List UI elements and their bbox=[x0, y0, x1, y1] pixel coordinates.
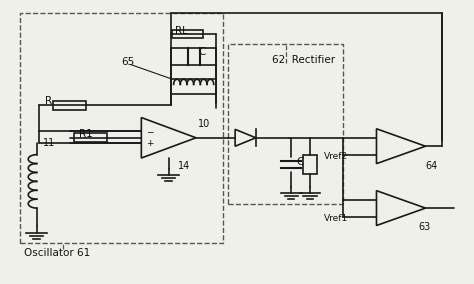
Text: 65: 65 bbox=[121, 57, 135, 67]
Text: 62  Rectifier: 62 Rectifier bbox=[273, 55, 336, 65]
Bar bbox=[53, 101, 86, 110]
Text: R: R bbox=[45, 96, 52, 106]
Text: Oscillator 61: Oscillator 61 bbox=[24, 248, 90, 258]
Text: −: − bbox=[146, 127, 154, 136]
Bar bbox=[74, 133, 108, 142]
Text: R1: R1 bbox=[79, 130, 93, 139]
Text: RL: RL bbox=[175, 26, 188, 36]
Text: 14: 14 bbox=[178, 161, 191, 171]
Bar bbox=[172, 30, 203, 38]
Text: 11: 11 bbox=[43, 138, 55, 149]
Bar bbox=[20, 12, 223, 243]
Bar bbox=[303, 155, 317, 174]
Text: 63: 63 bbox=[419, 222, 431, 232]
Text: 10: 10 bbox=[198, 119, 210, 129]
Text: +: + bbox=[146, 139, 154, 148]
Text: Vref1: Vref1 bbox=[324, 214, 348, 223]
Text: C: C bbox=[296, 157, 303, 167]
Text: Vref2: Vref2 bbox=[324, 152, 348, 161]
Text: 64: 64 bbox=[426, 161, 438, 171]
Bar bbox=[228, 43, 343, 204]
Text: C: C bbox=[198, 47, 206, 57]
